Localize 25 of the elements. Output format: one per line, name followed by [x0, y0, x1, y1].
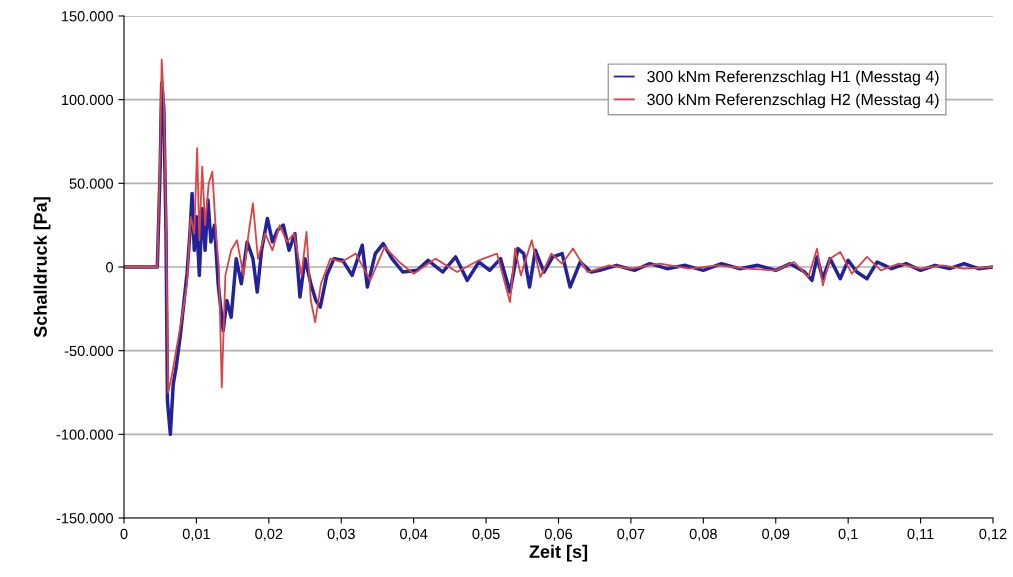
y-tick-label: 150.000	[61, 11, 114, 22]
y-tick-label: -100.000	[56, 429, 114, 440]
x-tick-label: 0,09	[762, 528, 790, 541]
x-tick-label: 0,1	[838, 528, 858, 541]
x-tick-label: 0,03	[327, 528, 355, 541]
y-tick-label: 0	[106, 262, 114, 273]
y-axis-title: Schalldruck [Pa]	[33, 197, 51, 338]
y-tick-label: -50.000	[64, 345, 114, 357]
legend-label: 300 kNm Referenzschlag H1 (Messtag 4)	[647, 70, 939, 86]
line-series	[124, 58, 993, 394]
y-tick-label: 100.000	[61, 94, 114, 106]
x-tick-label: 0,02	[255, 528, 283, 541]
x-tick-label: 0	[120, 528, 128, 540]
x-tick-label: 0,11	[907, 528, 934, 541]
x-tick-label: 0,01	[182, 528, 210, 541]
x-tick-label: 0,08	[689, 528, 717, 541]
y-tick-label: -150.000	[56, 513, 114, 524]
x-tick-label: 0,04	[400, 528, 428, 541]
x-tick-label: 0,05	[472, 528, 500, 541]
x-tick-label: 0,12	[979, 528, 1007, 541]
legend-label: 300 kNm Referenzschlag H2 (Messtag 4)	[647, 93, 939, 109]
x-axis-title: Zeit [s]	[529, 544, 588, 562]
y-tick-label: 50.000	[69, 178, 114, 189]
x-tick-label: 0,06	[544, 528, 573, 541]
x-tick-label: 0,07	[617, 528, 645, 541]
